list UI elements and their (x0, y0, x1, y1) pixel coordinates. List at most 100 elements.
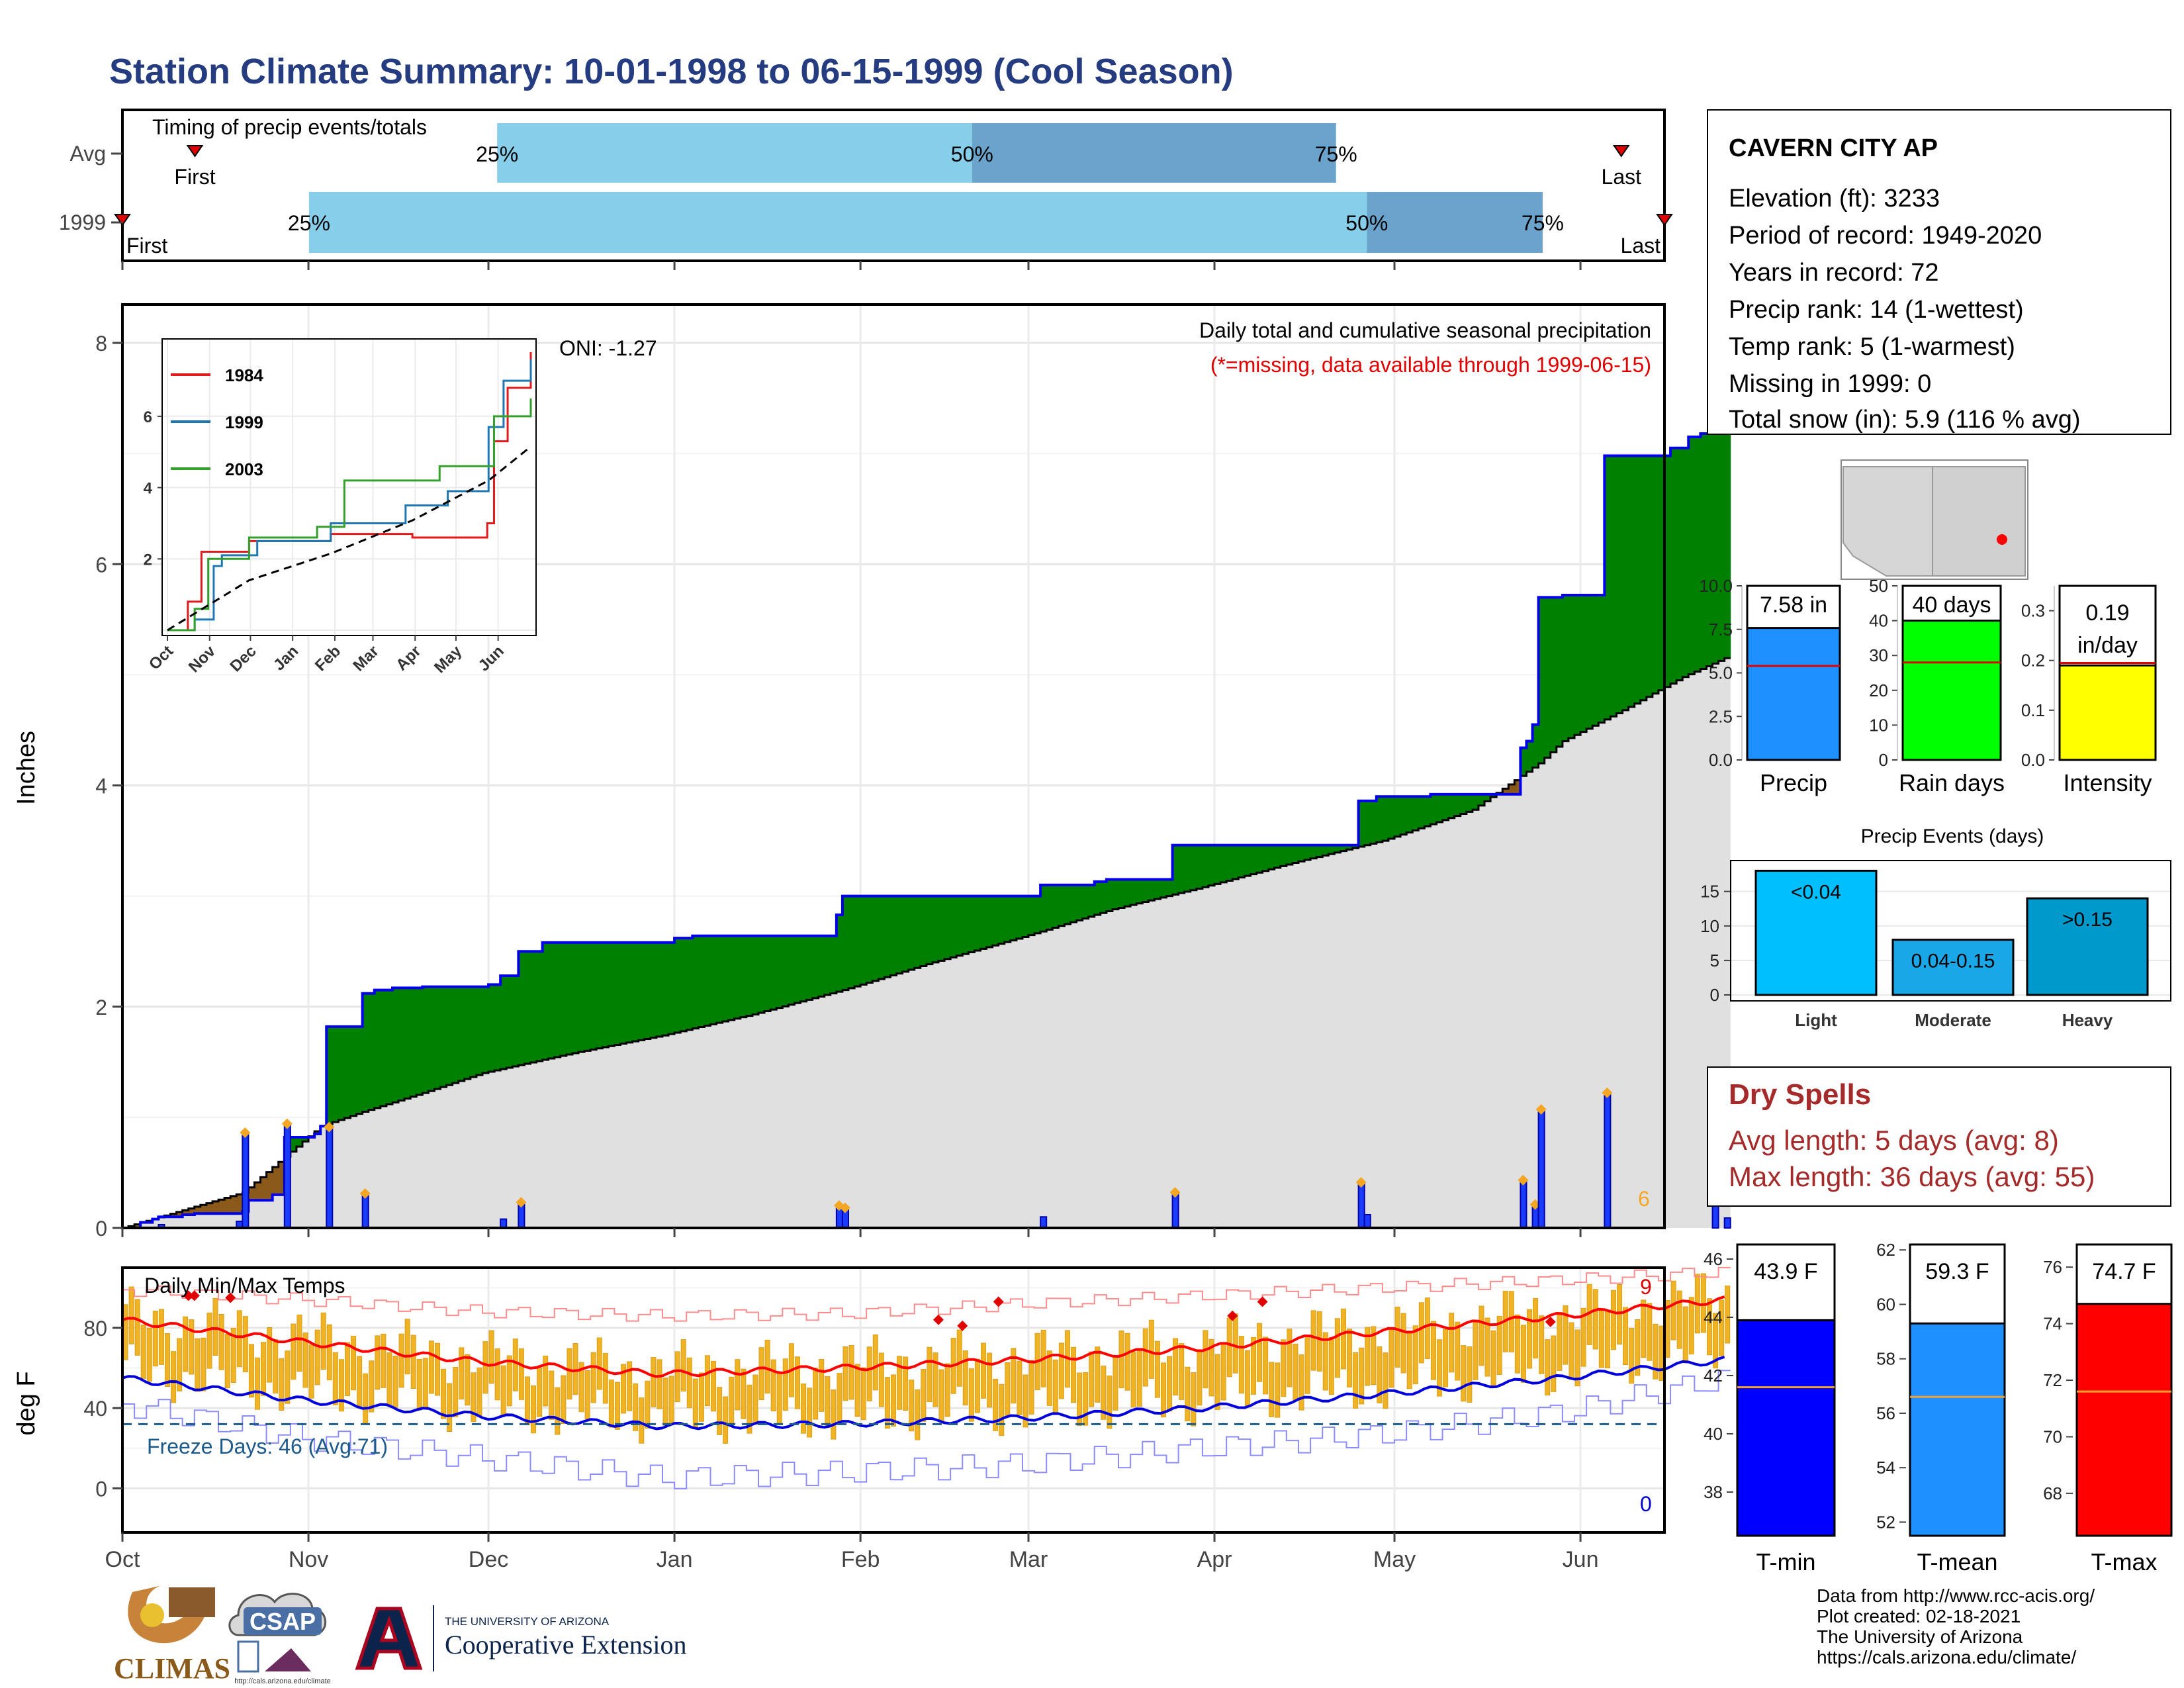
daily-precip-bar (1520, 1180, 1527, 1229)
events-chart: Precip Events (days) 0 5 10 15 <0.04 Light 0.0… (1700, 825, 2171, 1030)
stat-tick-label: 2.5 (1709, 706, 1733, 726)
stat-tick-label: 10 (1869, 715, 1888, 735)
daily-precip-bar (1040, 1216, 1048, 1229)
daily-precip-bar (500, 1218, 508, 1229)
daily-precip-bar (283, 1124, 291, 1229)
dry-spells: Dry Spells Avg length: 5 days (avg: 8) M… (1707, 1066, 2171, 1207)
dry-spells-frame (1707, 1066, 2171, 1207)
temp-stat-tick-label: 52 (1876, 1512, 1895, 1532)
observed-cumulative-line (122, 388, 1731, 1229)
station-name: CAVERN CITY AP (1729, 134, 1938, 162)
temp-stat-tick-label: 40 (1704, 1424, 1723, 1444)
timing-bar-q2-Avg (497, 123, 972, 183)
stat-tick-label: 0.2 (2021, 651, 2045, 671)
daily-precip-bar (1363, 1213, 1371, 1229)
stat-tick-label: 40 (1869, 611, 1888, 631)
timing-p75-label-1999: 75% (1522, 211, 1564, 235)
month-label: Oct (105, 1547, 140, 1572)
heavy-event-marker (240, 1127, 251, 1138)
events-tick-label: 10 (1700, 916, 1719, 936)
station-line-7: Total snow (in): 5.9 (116 % avg) (1729, 406, 2081, 434)
climas-sun (140, 1603, 164, 1627)
station-frame (1707, 109, 2171, 435)
heavy-event-marker (839, 1202, 850, 1213)
precip-frame (121, 303, 1666, 1229)
record-high-line (122, 1266, 1731, 1322)
stat-tick-label: 20 (1869, 680, 1888, 700)
record-high-marker (957, 1320, 968, 1331)
temp-stat-tick-label: 56 (1876, 1403, 1895, 1423)
stat-tick-label: 0.1 (2021, 700, 2045, 720)
events-title: Precip Events (days) (1861, 825, 2044, 847)
stat-tick-label: 0.0 (2021, 750, 2045, 770)
stat-tick-label: 7.5 (1709, 620, 1733, 639)
temp-stat-tick-label: 38 (1704, 1482, 1723, 1502)
temp-stat-bar-t-min (1736, 1319, 1836, 1537)
heavy-event-marker (1529, 1199, 1541, 1210)
page-title: Station Climate Summary: 10-01-1998 to 0… (109, 52, 1234, 91)
precip-ytick-label: 4 (95, 774, 107, 798)
temp-panel: 0 40 80 Oct Nov Dec Jan Feb Mar Apr May Jun Daily M… (13, 1266, 1731, 1572)
record-high-marker (225, 1292, 236, 1303)
events-bar-moderate (1891, 939, 2015, 996)
temp-stat-value-label: 43.9 F (1754, 1259, 1817, 1284)
average-cumulative-fill (122, 658, 1731, 1228)
precip-annotation-missing: (*=missing, data available through 1999-… (1210, 353, 1651, 377)
timing-p50-label-1999: 50% (1345, 211, 1388, 235)
events-category-label: Heavy (2062, 1010, 2113, 1030)
stat-tick-label: 50 (1869, 576, 1888, 596)
csap-mountains (265, 1648, 311, 1671)
ua-name-small: THE UNIVERSITY OF ARIZONA (445, 1615, 610, 1628)
inset-plot (162, 339, 536, 635)
temp-stat-bars: 38 40 42 44 46 43.9 F T-min 52 54 56 58 60 62 59.3 F T… (1704, 1240, 2173, 1575)
station-info: CAVERN CITY AP Elevation (ft): 3233 Peri… (1707, 109, 2171, 435)
stat-tick-label: 0.3 (2021, 601, 2045, 621)
stat-tick-label: 5.0 (1709, 663, 1733, 683)
average-cumulative-line (122, 657, 1731, 1229)
station-line-3: Years in record: 72 (1729, 259, 1939, 287)
events-bar-light (1754, 869, 1878, 996)
temp-stat-tick-label: 62 (1876, 1240, 1895, 1260)
daily-precip-bar (361, 1194, 369, 1229)
station-line-1: Elevation (ft): 3233 (1729, 185, 1940, 212)
footer-credits: Data from http://www.rcc-acis.org/ Plot … (1817, 1585, 2095, 1667)
heavy-event-marker (324, 1121, 335, 1133)
precip-corner-count: 6 (1638, 1187, 1650, 1211)
temp-bottom-count: 0 (1640, 1492, 1652, 1516)
climas-logo: CLIMAS (114, 1585, 230, 1685)
stat-bar-rain-days (1901, 620, 2002, 761)
legend-label-2003: 2003 (225, 459, 263, 479)
station-line-2: Period of record: 1949-2020 (1729, 222, 2042, 250)
heavy-event-marker (359, 1188, 371, 1199)
oni-label: ONI: -1.27 (559, 336, 657, 360)
credit-line-3: The University of Arizona (1817, 1626, 2023, 1647)
ua-logo: THE UNIVERSITY OF ARIZONA Cooperative Ex… (355, 1605, 686, 1671)
station-line-5: Temp rank: 5 (1-warmest) (1729, 333, 2015, 361)
stat-tick-label: 0 (1879, 750, 1888, 770)
month-label: May (1373, 1547, 1416, 1572)
stat-tick-label: 30 (1869, 645, 1888, 665)
temp-stat-tick-label: 68 (2043, 1483, 2062, 1503)
precip-plot (122, 388, 1731, 1229)
ua-cooperative-extension: Cooperative Extension (445, 1630, 686, 1660)
daily-precip-bar (1723, 1217, 1731, 1229)
footer-logos: CLIMAS CSAP http://cals.arizona.edu/clim… (114, 1585, 686, 1685)
events-tick-label: 5 (1710, 951, 1719, 970)
temp-stat-tick-label: 70 (2043, 1427, 2062, 1446)
temp-stat-bar-t-mean (1909, 1322, 2006, 1537)
temp-ylabel: deg F (13, 1371, 40, 1435)
average-min-line (122, 1355, 1725, 1430)
map-newmexico-shape (1932, 466, 2026, 577)
timing-last-label-1999: Last (1621, 234, 1661, 258)
locator-map (1841, 459, 2028, 580)
csap-wordmark: CSAP (250, 1608, 316, 1635)
temp-stat-bar-t-max (2075, 1303, 2173, 1537)
last-event-marker (1612, 145, 1630, 158)
credit-line-2: Plot created: 02-18-2021 (1817, 1606, 2021, 1626)
first-event-marker (186, 145, 204, 158)
month-label: Apr (1197, 1547, 1232, 1572)
station-line-6: Missing in 1999: 0 (1729, 370, 1931, 398)
inset-legend: 1984 1999 2003 (171, 365, 263, 479)
record-high-marker (1545, 1316, 1556, 1327)
